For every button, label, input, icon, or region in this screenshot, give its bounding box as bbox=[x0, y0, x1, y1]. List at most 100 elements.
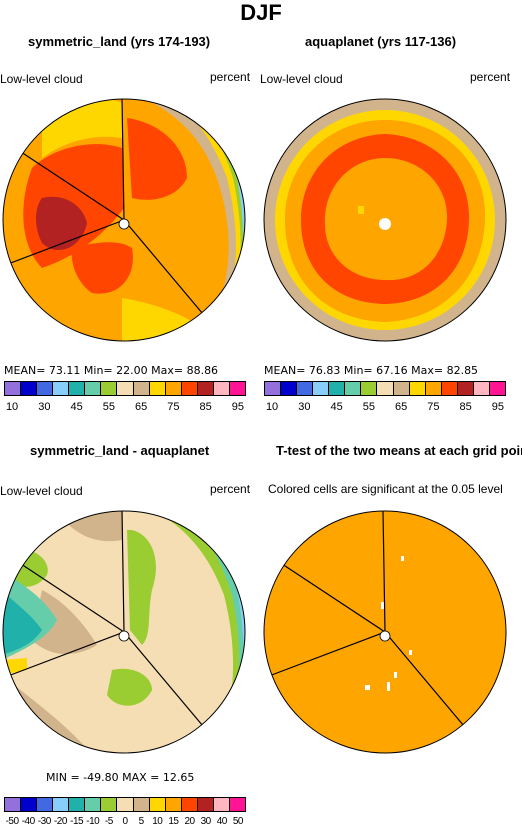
colorbar-tick-label: 55 bbox=[362, 401, 375, 413]
colorbar-swatch bbox=[37, 382, 54, 395]
colorbar-swatch bbox=[149, 798, 166, 811]
panel-2-colorbar: 10 30 45 55 65 75 85 95 bbox=[264, 381, 506, 415]
colorbar-tick-label: -10 bbox=[86, 816, 100, 827]
panel-2-polar-map bbox=[263, 98, 507, 342]
boundary-line-southeast bbox=[123, 219, 209, 321]
map-green-interior-south bbox=[107, 668, 152, 706]
panel-2-stats: MEAN= 76.83 Min= 67.16 Max= 82.85 bbox=[264, 364, 479, 377]
figure-title: DJF bbox=[240, 0, 282, 25]
colorbar-swatch bbox=[229, 382, 245, 395]
colorbar-tick-label: 95 bbox=[491, 401, 505, 413]
colorbar-swatch bbox=[377, 382, 394, 395]
colorbar-swatch bbox=[265, 382, 282, 395]
boundary-line-southwest bbox=[7, 631, 125, 677]
colorbar-swatch bbox=[53, 798, 70, 811]
colorbar-swatch bbox=[457, 382, 474, 395]
map-outline bbox=[2, 510, 246, 754]
map-teal-west-deep bbox=[3, 590, 42, 655]
colorbar-swatch bbox=[181, 382, 198, 395]
map-red-south bbox=[71, 242, 133, 294]
panel-2-title: aquaplanet (yrs 117-136) bbox=[305, 34, 457, 49]
pole-hole bbox=[379, 218, 391, 230]
colorbar-swatch bbox=[361, 382, 378, 395]
boundary-line-north bbox=[121, 511, 125, 633]
map-insignificant-cell bbox=[365, 685, 370, 690]
colorbar-tick-label: -50 bbox=[5, 816, 19, 827]
colorbar-swatch bbox=[313, 382, 330, 395]
panel-4-subtitle: Colored cells are significant at the 0.0… bbox=[268, 482, 503, 496]
panel-1-variable-label: Low-level cloud bbox=[0, 72, 83, 86]
colorbar-tick-label: 65 bbox=[395, 401, 408, 413]
colorbar-tick-label: -20 bbox=[53, 816, 67, 827]
colorbar-swatch bbox=[329, 382, 346, 395]
colorbar-tick-label: 45 bbox=[330, 401, 343, 413]
panel-1-units-label: percent bbox=[210, 70, 251, 84]
colorbar-tick-label: 45 bbox=[70, 401, 83, 413]
colorbar-tick-label: 75 bbox=[427, 401, 440, 413]
map-green-band bbox=[152, 511, 245, 753]
colorbar-swatch bbox=[5, 382, 22, 395]
colorbar-swatch bbox=[197, 382, 214, 395]
boundary-line-north bbox=[382, 511, 386, 633]
boundary-line-northwest bbox=[272, 557, 386, 633]
colorbar-tick-label: 5 bbox=[138, 816, 145, 827]
map-insignificant-cell bbox=[387, 682, 390, 691]
colorbar-swatch bbox=[473, 382, 490, 395]
colorbar-swatch bbox=[101, 798, 118, 811]
colorbar-swatch bbox=[165, 798, 182, 811]
panel-3-stats: MIN = -49.80 MAX = 12.65 bbox=[46, 771, 195, 784]
panel-3-title: symmetric_land - aquaplanet bbox=[30, 443, 210, 458]
colorbar-tick-label: 65 bbox=[135, 401, 148, 413]
colorbar-tick-label: 75 bbox=[167, 401, 180, 413]
colorbar-swatch bbox=[409, 382, 426, 395]
colorbar-swatch bbox=[85, 798, 102, 811]
map-outline bbox=[263, 98, 507, 342]
panel-3-polar-map bbox=[2, 510, 246, 754]
panel-1-colorbar: 10 30 45 55 65 75 85 95 bbox=[4, 381, 246, 415]
boundary-line-southwest bbox=[268, 631, 386, 677]
panel-1-title: symmetric_land (yrs 174-193) bbox=[28, 34, 211, 49]
colorbar-swatch bbox=[489, 382, 505, 395]
panel-3-colorbar: -50 -40 -30 -20 -15 -10 -5 0 5 10 15 20 30 40 50 bbox=[4, 797, 246, 830]
colorbar-tick-label: 10 bbox=[152, 816, 163, 827]
map-insignificant-cell bbox=[401, 556, 404, 561]
colorbar-tick-label: -30 bbox=[37, 816, 51, 827]
colorbar-swatch bbox=[37, 798, 54, 811]
colorbar-tick-label: -40 bbox=[21, 816, 35, 827]
pole-hole bbox=[118, 630, 130, 642]
panel-3-units-label: percent bbox=[210, 482, 251, 496]
colorbar-swatch bbox=[181, 798, 198, 811]
colorbar-tick-label: 30 bbox=[200, 816, 212, 827]
colorbar-swatch bbox=[441, 382, 458, 395]
boundary-line-southeast bbox=[123, 631, 209, 733]
colorbar-tick-label: -15 bbox=[70, 816, 84, 827]
panel-3-variable-label: Low-level cloud bbox=[0, 484, 83, 498]
panel-4-title: T-test of the two means at each grid poi… bbox=[276, 443, 522, 458]
colorbar-tick-label: 50 bbox=[232, 816, 244, 827]
colorbar-swatch bbox=[297, 382, 314, 395]
map-red-north bbox=[127, 118, 187, 200]
map-insignificant-cell bbox=[409, 650, 412, 655]
boundary-line-southwest bbox=[7, 219, 125, 265]
colorbar-swatch bbox=[133, 798, 150, 811]
colorbar-tick-label: 85 bbox=[459, 401, 472, 413]
colorbar-tick-label: 30 bbox=[298, 401, 311, 413]
boundary-line-northwest bbox=[11, 557, 125, 633]
colorbar-swatch bbox=[229, 798, 245, 811]
colorbar-swatch bbox=[21, 382, 38, 395]
panel-2-units-label: percent bbox=[470, 70, 511, 84]
colorbar-swatch bbox=[197, 798, 214, 811]
colorbar-tick-label: 95 bbox=[231, 401, 245, 413]
colorbar-swatch bbox=[281, 382, 298, 395]
panel-2-variable-label: Low-level cloud bbox=[260, 72, 343, 86]
colorbar-tick-label: 20 bbox=[184, 816, 195, 827]
colorbar-swatch bbox=[69, 798, 86, 811]
colorbar-tick-label: -5 bbox=[104, 816, 113, 827]
colorbar-tick-label: 85 bbox=[199, 401, 212, 413]
boundary-line-southeast bbox=[384, 631, 470, 733]
colorbar-swatch bbox=[149, 382, 166, 395]
colorbar-swatch bbox=[165, 382, 182, 395]
map-outline bbox=[2, 98, 246, 342]
colorbar-swatch bbox=[425, 382, 442, 395]
colorbar-swatch bbox=[213, 382, 230, 395]
